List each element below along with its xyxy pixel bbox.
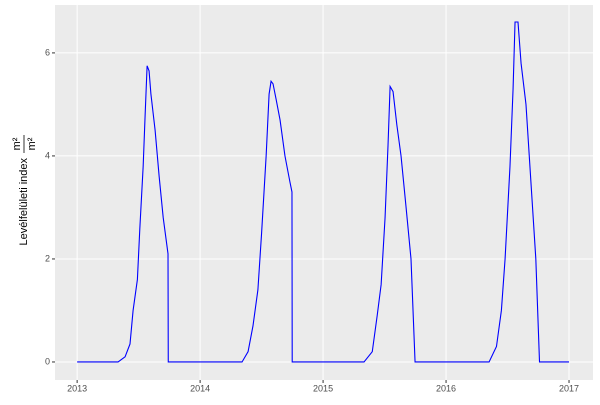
y-unit-denominator: m² <box>26 137 38 150</box>
y-tick-label: 2 <box>45 253 50 263</box>
y-tick-label: 6 <box>45 47 50 57</box>
y-tick-label: 4 <box>45 150 50 160</box>
series-line <box>77 21 570 363</box>
grid <box>55 5 593 380</box>
x-tick-label: 2017 <box>559 383 579 393</box>
plot <box>77 21 570 363</box>
y-unit-numerator: m² <box>11 137 23 150</box>
plot-panel <box>55 5 593 380</box>
y-label: Levélfelületi index <box>18 158 30 246</box>
y-tick-label: 0 <box>45 356 50 366</box>
x-tick-label: 2013 <box>67 383 87 393</box>
x-tick-label: 2014 <box>190 383 210 393</box>
y-axis-title: Levélfelületi index m² m² <box>11 135 38 245</box>
x-tick-label: 2016 <box>436 383 456 393</box>
x-tick-label: 2015 <box>313 383 333 393</box>
